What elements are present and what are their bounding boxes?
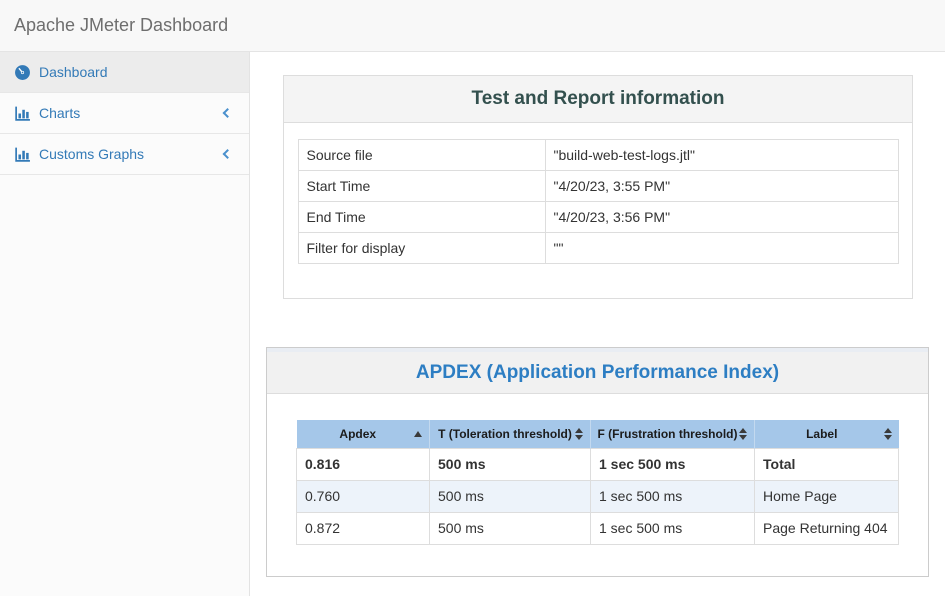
info-row-value: "" xyxy=(544,232,899,264)
column-header-label: F (Frustration threshold) xyxy=(597,426,738,441)
frustration-cell: 1 sec 500 ms xyxy=(590,511,755,545)
column-header-label: Label xyxy=(806,426,838,441)
info-row-value: "4/20/23, 3:55 PM" xyxy=(544,170,899,202)
apdex-panel: APDEX (Application Performance Index) Ap… xyxy=(266,347,929,577)
sidebar-item-label: Charts xyxy=(39,105,81,121)
main-content: Test and Report information Source file … xyxy=(251,52,945,596)
sort-icon xyxy=(883,427,892,440)
label-cell: Home Page xyxy=(754,479,899,513)
apdex-value-cell: 0.816 xyxy=(296,447,430,481)
table-row: 0.760 500 ms 1 sec 500 ms Home Page xyxy=(296,479,899,513)
column-header-label: Apdex xyxy=(339,426,377,441)
apdex-value-cell: 0.872 xyxy=(296,511,430,545)
table-row: 0.872 500 ms 1 sec 500 ms Page Returning… xyxy=(296,511,899,545)
column-header-toleration[interactable]: T (Toleration threshold) xyxy=(429,420,591,448)
toleration-cell: 500 ms xyxy=(429,447,591,481)
info-row-value: "4/20/23, 3:56 PM" xyxy=(544,201,899,233)
sidebar-item-label: Customs Graphs xyxy=(39,146,145,162)
info-row-value: "build-web-test-logs.jtl" xyxy=(544,139,899,171)
chevron-left-icon xyxy=(222,149,233,159)
sidebar-item-charts[interactable]: Charts xyxy=(0,93,249,134)
test-report-info-header: Test and Report information xyxy=(284,76,912,123)
frustration-cell: 1 sec 500 ms xyxy=(590,447,755,481)
test-report-info-panel: Test and Report information Source file … xyxy=(283,75,913,299)
bar-chart-icon xyxy=(14,105,31,122)
test-report-info-table: Source file "build-web-test-logs.jtl" St… xyxy=(297,139,899,264)
column-header-frustration[interactable]: F (Frustration threshold) xyxy=(590,420,755,448)
table-row: Filter for display "" xyxy=(297,232,899,264)
apdex-table: Apdex T (Toleration threshold) F (Frustr… xyxy=(296,420,899,545)
label-cell: Total xyxy=(754,447,899,481)
apdex-title: APDEX (Application Performance Index) xyxy=(415,361,780,383)
table-row: End Time "4/20/23, 3:56 PM" xyxy=(297,201,899,233)
app-title: Apache JMeter Dashboard xyxy=(14,15,229,35)
table-row: Source file "build-web-test-logs.jtl" xyxy=(297,139,899,171)
apdex-header-row: Apdex T (Toleration threshold) F (Frustr… xyxy=(296,420,899,448)
sidebar-item-dashboard[interactable]: Dashboard xyxy=(0,52,249,93)
info-row-label: End Time xyxy=(297,201,546,233)
toleration-cell: 500 ms xyxy=(429,479,591,513)
info-row-label: Filter for display xyxy=(297,232,546,264)
chevron-left-icon xyxy=(222,108,233,118)
frustration-cell: 1 sec 500 ms xyxy=(590,479,755,513)
column-header-apdex[interactable]: Apdex xyxy=(296,420,430,448)
bar-chart-icon xyxy=(14,146,31,163)
tachometer-icon xyxy=(14,64,31,81)
column-header-label: T (Toleration threshold) xyxy=(438,426,572,441)
table-row: Start Time "4/20/23, 3:55 PM" xyxy=(297,170,899,202)
sort-icon xyxy=(739,427,747,440)
apdex-value-cell: 0.760 xyxy=(296,479,430,513)
info-row-label: Source file xyxy=(297,139,546,171)
sort-icon xyxy=(575,427,583,440)
apdex-header: APDEX (Application Performance Index) xyxy=(267,352,928,394)
label-cell: Page Returning 404 xyxy=(754,511,899,545)
test-report-info-body: Source file "build-web-test-logs.jtl" St… xyxy=(284,123,912,264)
top-navbar: Apache JMeter Dashboard xyxy=(0,0,945,52)
table-row-total: 0.816 500 ms 1 sec 500 ms Total xyxy=(296,447,899,481)
column-header-label-col[interactable]: Label xyxy=(754,420,899,448)
test-report-info-title: Test and Report information xyxy=(471,88,725,109)
sort-ascending-icon xyxy=(414,430,422,437)
info-row-label: Start Time xyxy=(297,170,546,202)
apdex-body: Apdex T (Toleration threshold) F (Frustr… xyxy=(267,394,928,545)
sidebar: Dashboard Charts Customs Graphs xyxy=(0,52,250,596)
sidebar-item-customs-graphs[interactable]: Customs Graphs xyxy=(0,134,249,175)
toleration-cell: 500 ms xyxy=(429,511,591,545)
sidebar-item-label: Dashboard xyxy=(39,64,108,80)
